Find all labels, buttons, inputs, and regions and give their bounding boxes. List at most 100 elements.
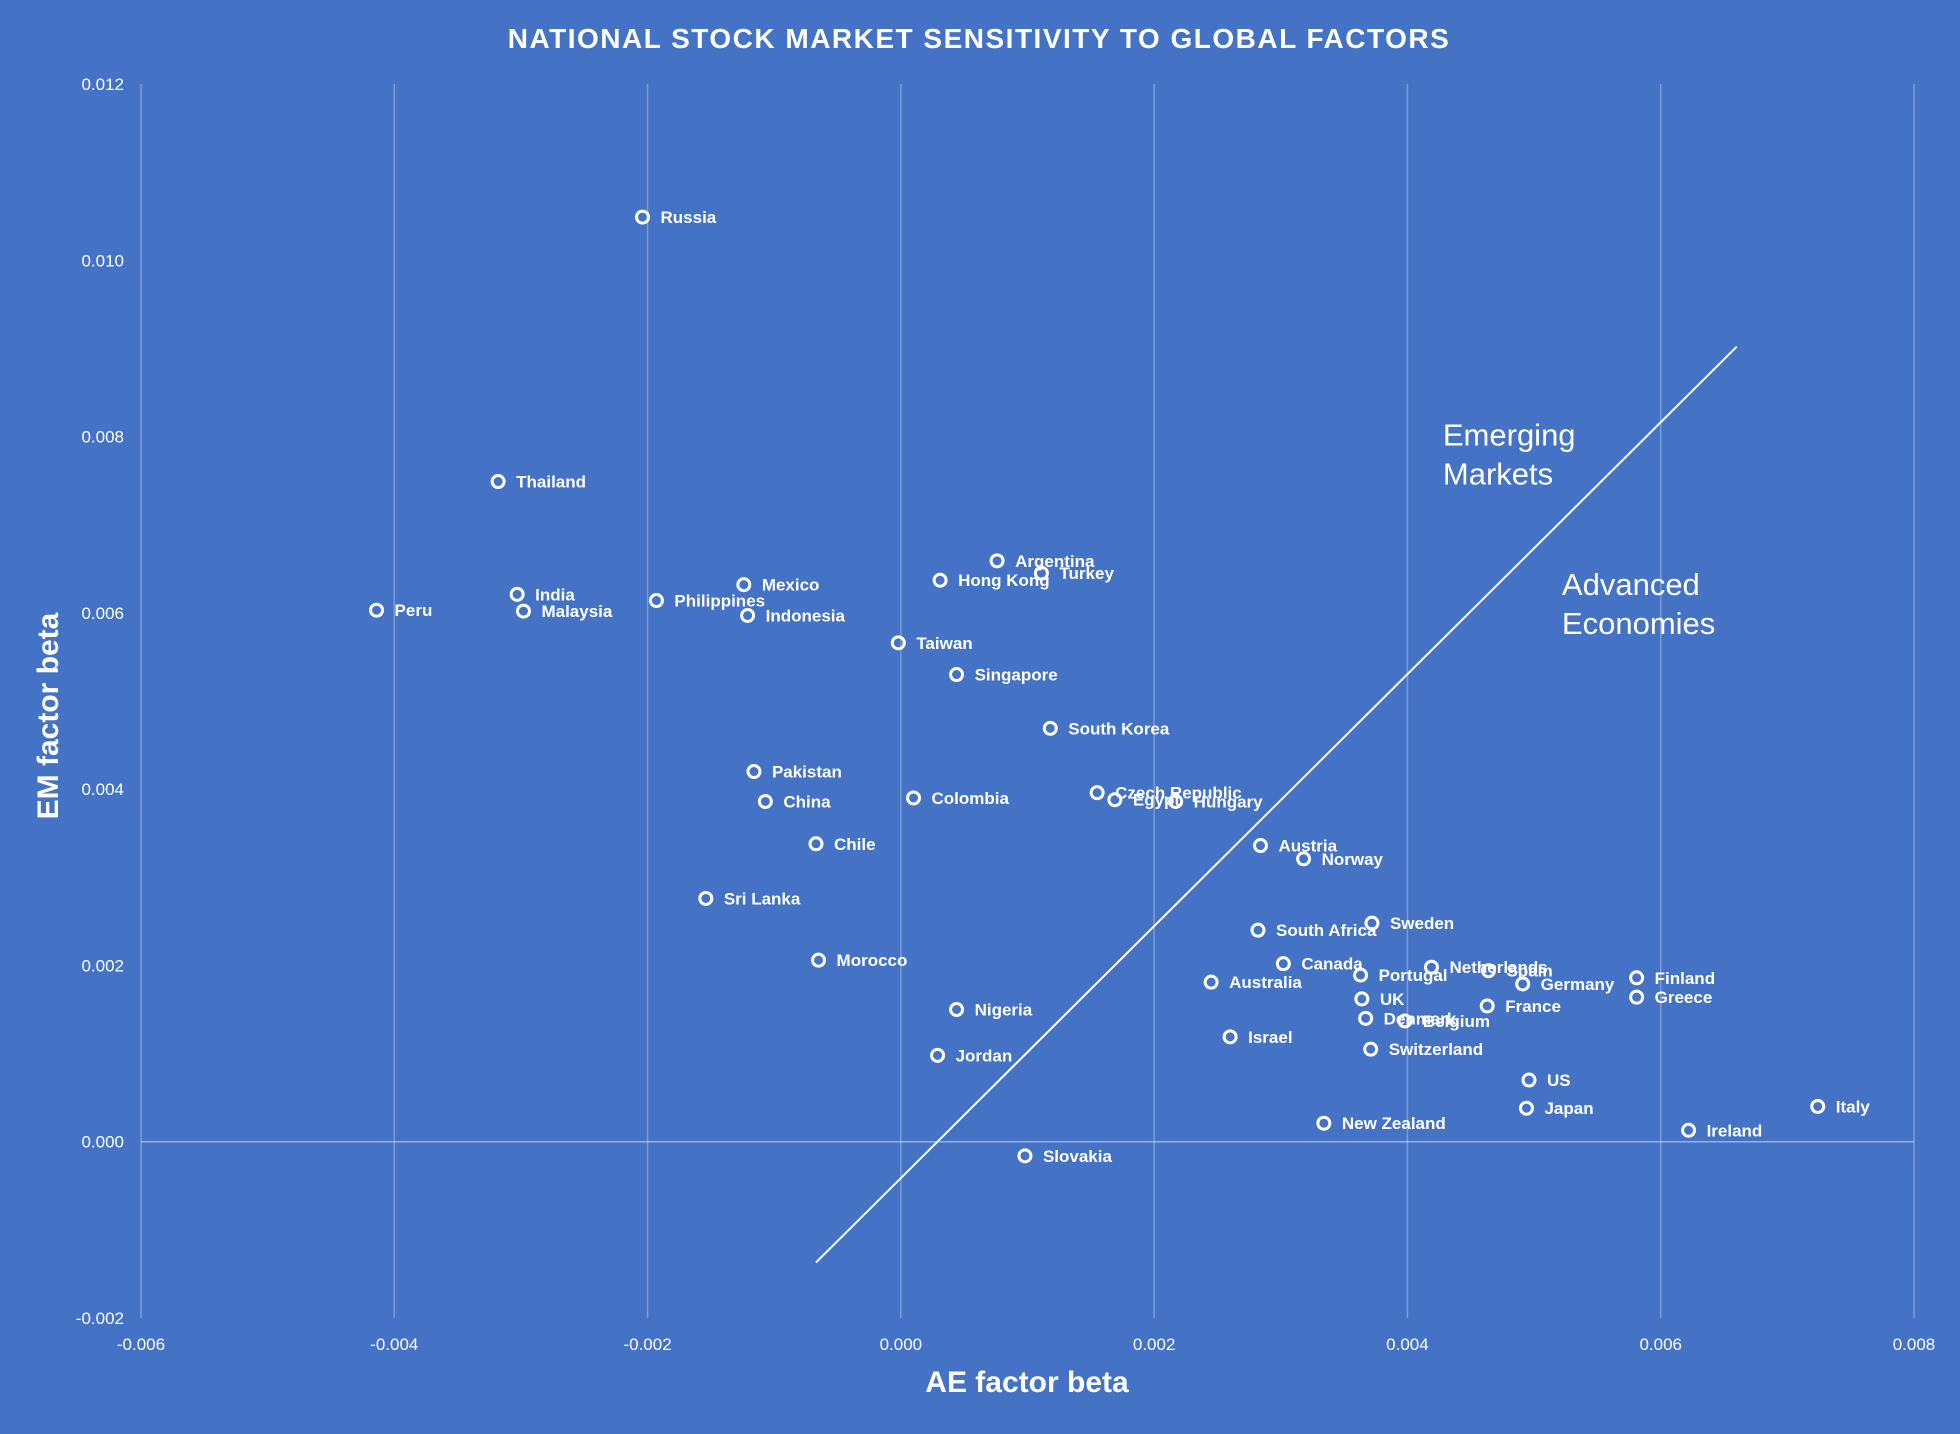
data-point [1275, 956, 1291, 972]
data-point [1629, 970, 1645, 986]
data-point [1515, 976, 1531, 992]
y-tick-label: 0.006 [81, 604, 124, 623]
data-label: Finland [1655, 969, 1715, 988]
data-point [1089, 785, 1105, 801]
data-label: Canada [1301, 955, 1363, 974]
y-tick-label: -0.002 [76, 1309, 124, 1328]
y-tick-label: 0.008 [81, 428, 124, 447]
data-point [1397, 1013, 1413, 1029]
data-label: Thailand [516, 473, 586, 492]
region-label: Markets [1443, 456, 1553, 491]
y-axis-title: EM factor beta [32, 612, 65, 819]
data-point [989, 553, 1005, 569]
data-point [515, 603, 531, 619]
y-tick-label: 0.010 [81, 251, 124, 270]
data-label: New Zealand [1342, 1114, 1446, 1133]
data-point [808, 836, 824, 852]
data-label: Portugal [1379, 966, 1448, 985]
data-point [1358, 1010, 1374, 1026]
data-label: Israel [1248, 1028, 1292, 1047]
data-label: Philippines [674, 592, 765, 611]
data-label: South Korea [1068, 719, 1170, 738]
data-point [1681, 1122, 1697, 1138]
data-point [1354, 991, 1370, 1007]
data-label: Czech Republic [1115, 784, 1242, 803]
tick-layer: -0.006 -0.004 -0.002 0.000 0.002 0.004 0.006 0.… [76, 75, 1935, 1354]
data-point [1296, 851, 1312, 867]
data-point [1364, 915, 1380, 931]
x-tick-label: 0.008 [1893, 1335, 1936, 1354]
data-label: Switzerland [1389, 1040, 1483, 1059]
data-point [1168, 793, 1184, 809]
data-label: Denmark [1384, 1009, 1457, 1028]
data-point [648, 593, 664, 609]
data-point [1042, 720, 1058, 736]
y-tick-label: 0.004 [81, 780, 124, 799]
data-label: Australia [1229, 973, 1302, 992]
data-point [736, 577, 752, 593]
data-point [932, 572, 948, 588]
data-label: Germany [1541, 975, 1615, 994]
data-point [757, 793, 773, 809]
data-label: Indonesia [766, 607, 846, 626]
data-label: Morocco [837, 951, 908, 970]
region-label: Emerging [1443, 417, 1576, 452]
data-point [949, 667, 965, 683]
data-label: Belgium [1423, 1012, 1490, 1031]
data-label: Mexico [762, 576, 820, 595]
y-tick-label: 0.002 [81, 956, 124, 975]
data-label: Turkey [1059, 564, 1114, 583]
data-label: UK [1380, 990, 1405, 1009]
data-label: Singapore [975, 666, 1058, 685]
data-label: Spain [1506, 962, 1552, 981]
data-point [1203, 974, 1219, 990]
data-label: Norway [1322, 850, 1384, 869]
chart-title: NATIONAL STOCK MARKET SENSITIVITY TO GLO… [508, 23, 1451, 54]
data-point [906, 790, 922, 806]
data-point [1423, 959, 1439, 975]
data-point [746, 764, 762, 780]
data-point [1316, 1115, 1332, 1131]
data-point [509, 586, 525, 602]
data-point [1222, 1029, 1238, 1045]
data-label: Egypt [1133, 791, 1181, 810]
data-label: Austria [1279, 837, 1338, 856]
x-tick-label: -0.002 [623, 1335, 671, 1354]
data-label: Chile [834, 835, 876, 854]
data-point [930, 1047, 946, 1063]
data-label: Pakistan [772, 763, 842, 782]
data-label: France [1505, 997, 1561, 1016]
data-point [1629, 989, 1645, 1005]
data-label: Ireland [1707, 1121, 1763, 1140]
data-point [490, 474, 506, 490]
data-point [1250, 922, 1266, 938]
data-label: Japan [1544, 1099, 1593, 1118]
data-label: Sweden [1390, 914, 1454, 933]
data-point [1033, 565, 1049, 581]
data-point [1521, 1072, 1537, 1088]
points-layer [369, 209, 1826, 1164]
data-label: China [783, 792, 831, 811]
data-label: Jordan [956, 1046, 1013, 1065]
data-point [635, 209, 651, 225]
x-axis-title: AE factor beta [925, 1366, 1129, 1399]
data-label: Colombia [932, 789, 1010, 808]
data-label: Malaysia [541, 602, 612, 621]
data-label: Russia [661, 208, 717, 227]
data-point [1480, 963, 1496, 979]
region-label: Advanced [1562, 567, 1700, 602]
data-label: US [1547, 1071, 1571, 1090]
region-label: Economies [1562, 606, 1715, 641]
x-tick-label: 0.006 [1639, 1335, 1682, 1354]
data-label: Italy [1836, 1097, 1871, 1116]
data-point [811, 952, 827, 968]
data-point [740, 608, 756, 624]
data-label: Hungary [1194, 792, 1264, 811]
data-label: Hong Kong [958, 571, 1050, 590]
data-label: Nigeria [975, 1001, 1033, 1020]
y-tick-label: 0.000 [81, 1133, 124, 1152]
data-point [1253, 838, 1269, 854]
data-point [890, 635, 906, 651]
